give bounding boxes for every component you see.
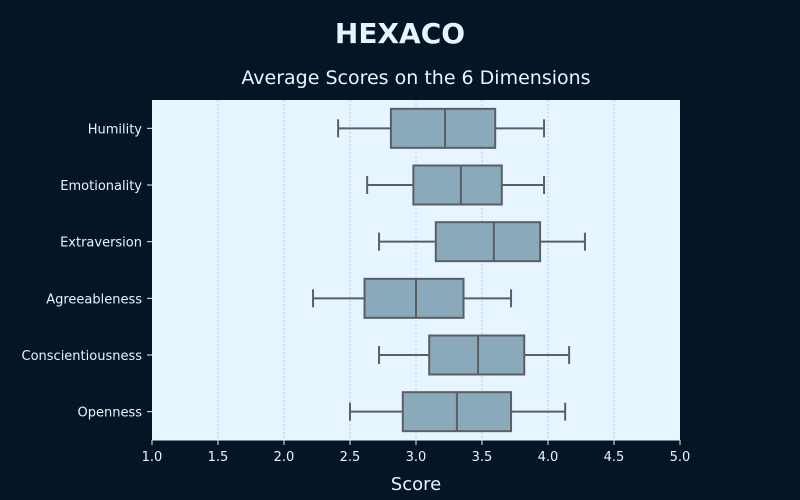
x-tick-label-3.5: 3.5 — [472, 450, 493, 465]
x-tick-label-4.0: 4.0 — [538, 450, 559, 465]
boxes — [312, 107, 586, 433]
chart-subtitle: Average Scores on the 6 Dimensions — [241, 67, 590, 89]
x-tick-label-2.0: 2.0 — [274, 450, 295, 465]
category-label-extraversion: Extraversion — [60, 236, 142, 251]
category-label-openness: Openness — [77, 406, 142, 421]
category-label-agreeableness: Agreeableness — [46, 292, 142, 307]
x-tick-label-4.5: 4.5 — [604, 450, 625, 465]
x-tick-label-1.0: 1.0 — [142, 450, 163, 465]
iqr-box-extraversion — [434, 221, 542, 263]
box-extraversion — [378, 221, 586, 263]
x-tick-label-5.0: 5.0 — [670, 450, 691, 465]
x-tick-label-1.5: 1.5 — [208, 450, 229, 465]
iqr-box-agreeableness — [363, 277, 465, 319]
box-agreeableness — [312, 277, 513, 319]
category-label-emotionality: Emotionality — [60, 179, 142, 194]
grid-lines — [217, 100, 615, 440]
x-tick-label-2.5: 2.5 — [340, 450, 361, 465]
category-label-humility: Humility — [88, 122, 143, 137]
chart-title: HEXACO — [335, 17, 465, 50]
axes: 1.0 1.5 2.0 2.5 3.0 3.5 4.0 4.5 5.0 Humility Emoti… — [22, 122, 691, 465]
x-tick-label-3.0: 3.0 — [406, 450, 427, 465]
iqr-box-emotionality — [412, 164, 503, 206]
iqr-box-conscientiousness — [428, 334, 526, 376]
x-axis-label: Score — [391, 474, 441, 495]
box-emotionality — [366, 164, 546, 206]
box-conscientiousness — [378, 334, 571, 376]
box-humility — [337, 107, 546, 149]
iqr-box-humility — [389, 107, 497, 149]
box-openness — [349, 391, 567, 433]
category-label-conscientiousness: Conscientiousness — [22, 349, 143, 364]
